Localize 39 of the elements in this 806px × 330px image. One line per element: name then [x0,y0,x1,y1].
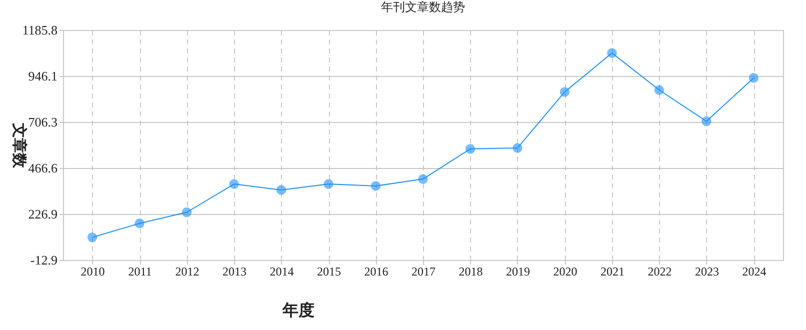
y-tick-label: 226.9 [28,206,58,222]
point [182,207,192,218]
point [654,85,664,95]
point [748,73,759,83]
point [465,144,476,154]
point [370,181,381,191]
x-tick-label: 2020 [553,264,578,278]
x-tick-label: 2021 [600,264,624,278]
point [229,179,239,189]
y-tick-label: -12.9 [30,252,58,268]
x-tick-label: 2024 [742,264,766,278]
y-tick-label: 706.3 [28,114,58,130]
point [324,179,334,189]
point [607,48,617,58]
x-tick-label: 2017 [412,264,436,278]
x-tick-label: 2010 [80,264,105,278]
y-tick-label: 466.6 [28,160,58,176]
point [418,174,428,184]
point [134,218,144,228]
y-tick-label: 946.1 [28,68,58,84]
x-tick-label: 2015 [317,264,342,278]
x-tick-label: 2014 [270,264,294,278]
x-tick-label: 2013 [222,264,247,278]
y-axis-title: 文章数 [10,122,28,169]
point [87,232,98,242]
x-axis-title: 年度 [282,300,314,320]
y-tick-label: 1185.8 [22,22,58,38]
chart-title: 年刊文章数趋势 [381,0,465,14]
x-tick-label: 2019 [506,264,530,278]
x-tick-label: 2016 [364,264,388,278]
x-tick-label: 2018 [458,264,483,278]
x-tick-label: 2023 [694,264,719,278]
x-tick-label: 2022 [648,264,672,278]
x-tick-label: 2011 [128,264,152,278]
point [512,143,522,153]
point [560,87,570,97]
x-tick-label: 2012 [175,264,200,278]
point [276,185,286,195]
point [702,116,712,126]
